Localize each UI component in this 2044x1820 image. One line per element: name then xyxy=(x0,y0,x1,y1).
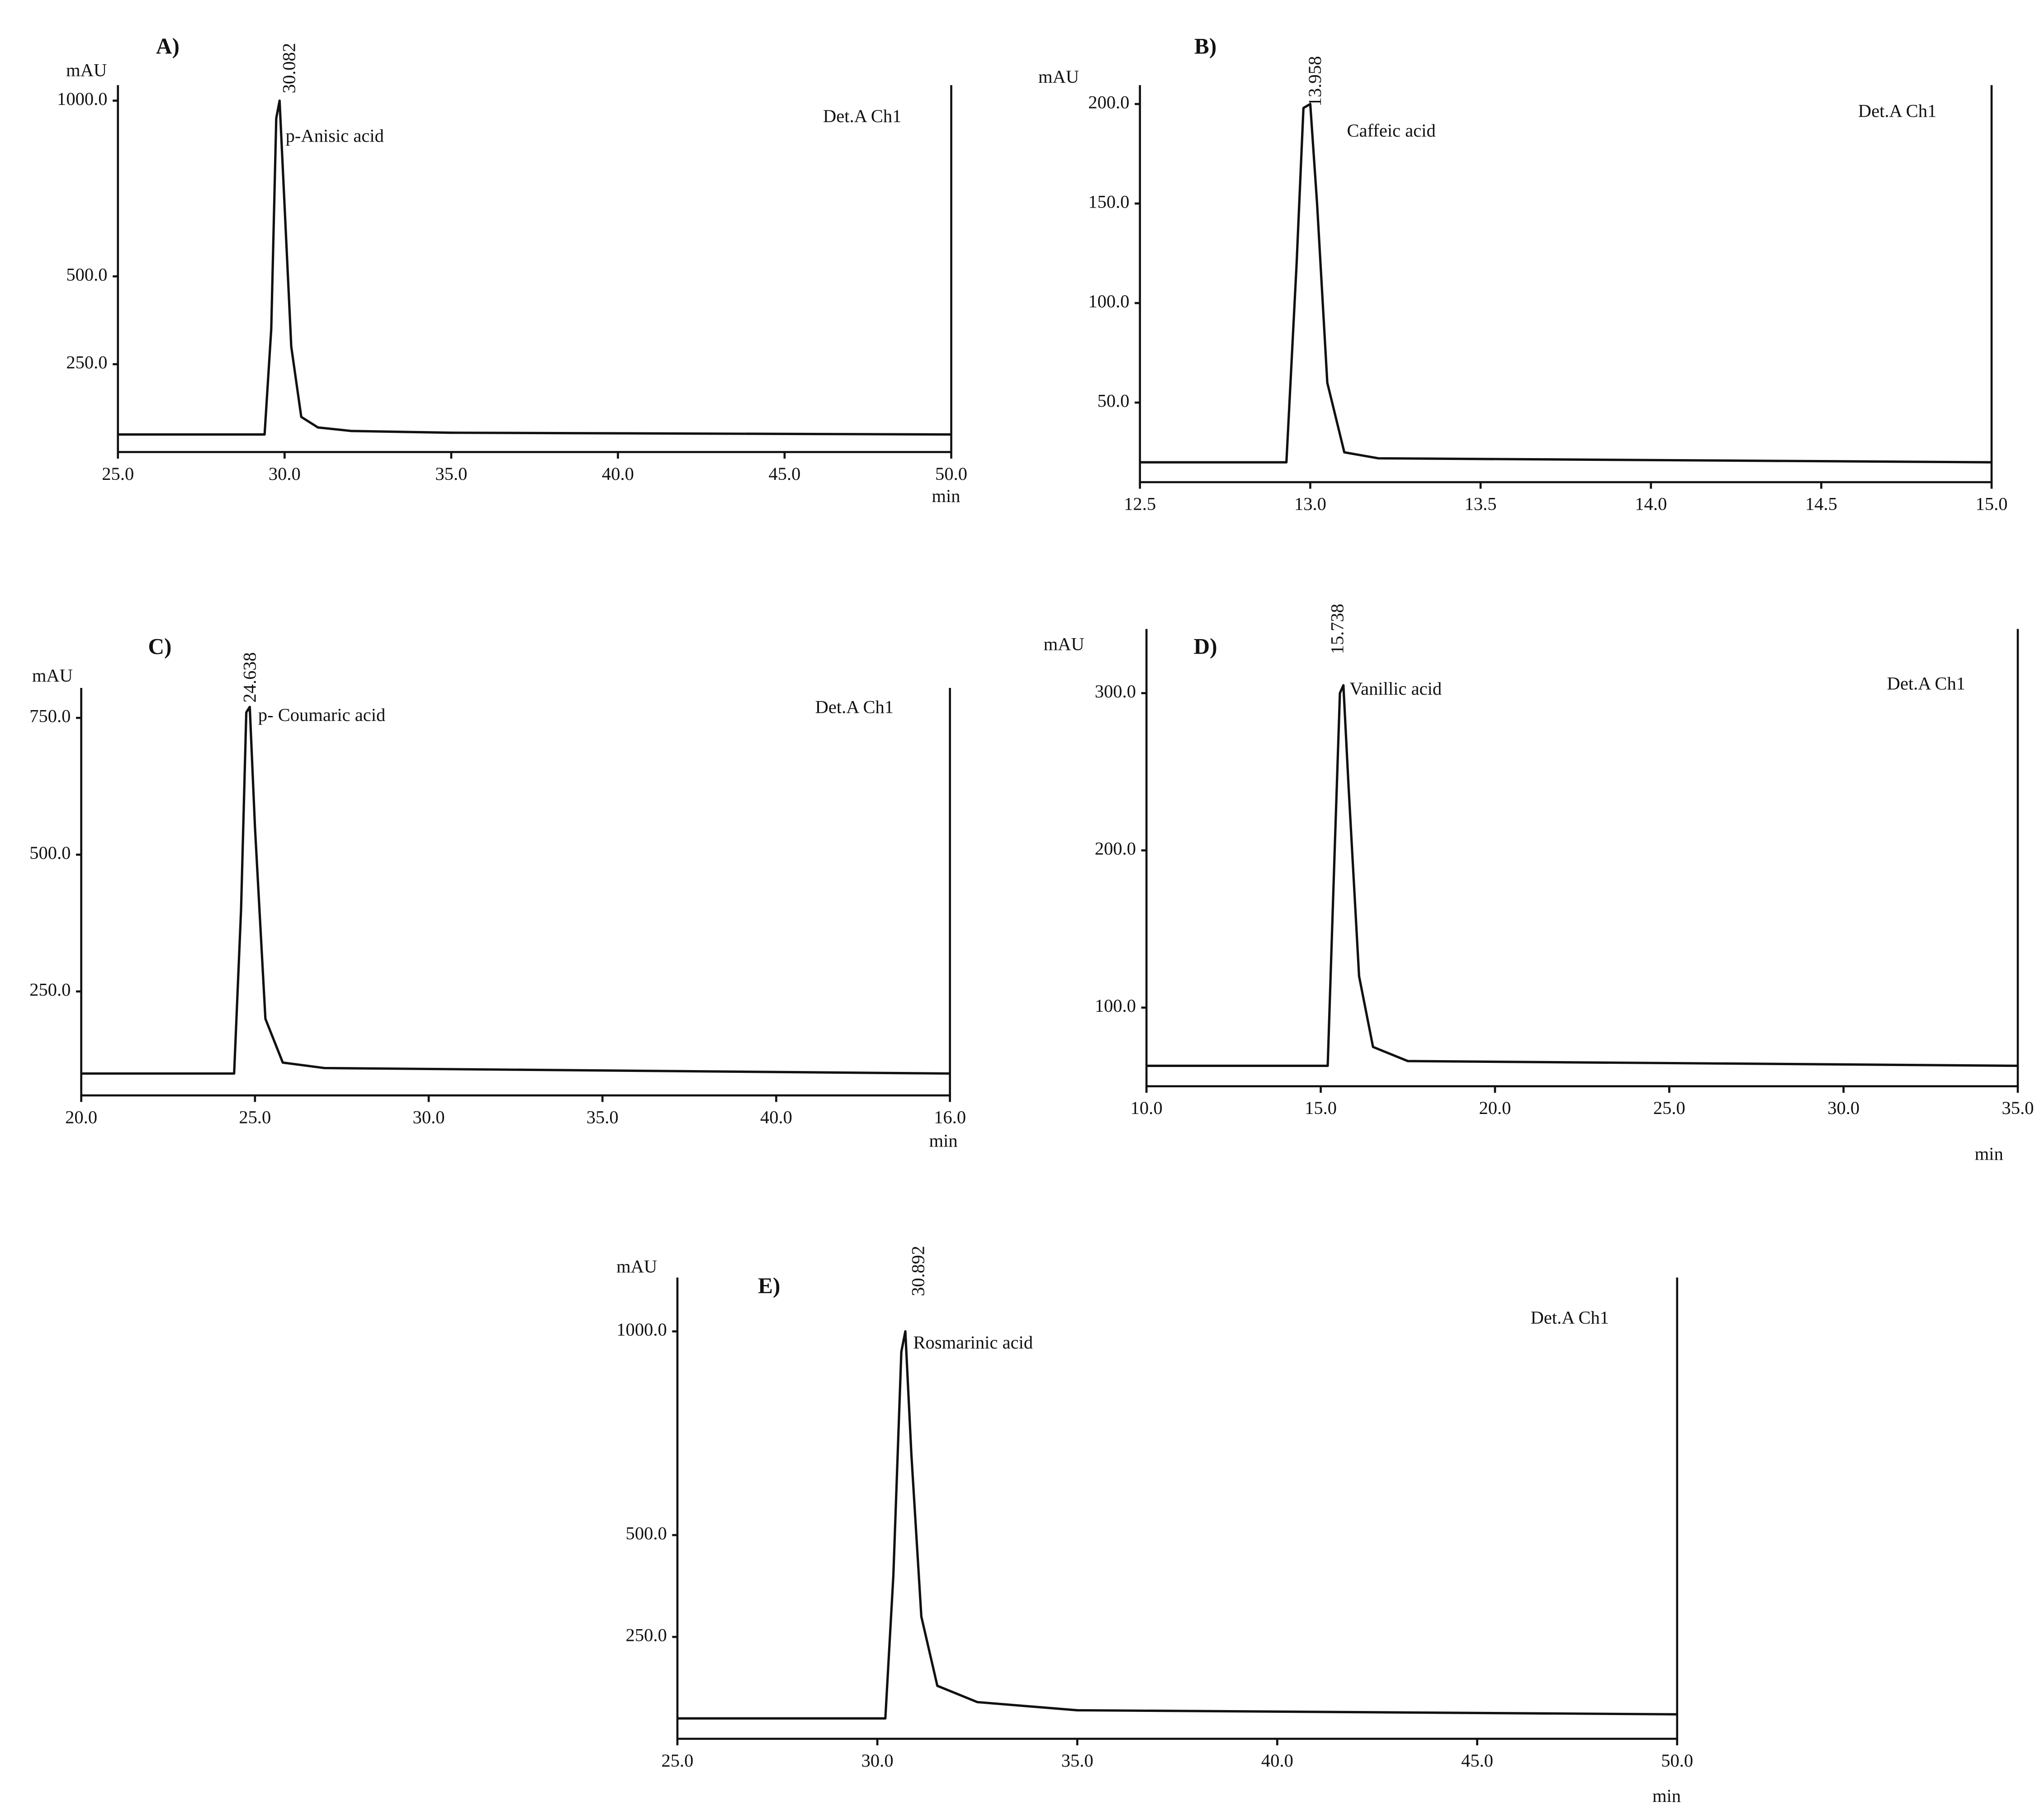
panel-title: E) xyxy=(758,1273,780,1298)
peak-label: 13.958 xyxy=(1305,56,1325,107)
y-tick-label: 500.0 xyxy=(66,264,107,284)
y-tick-label: 100.0 xyxy=(1095,995,1136,1016)
peak-label: 24.638 xyxy=(240,652,260,703)
y-tick-label: 250.0 xyxy=(66,352,107,373)
x-tick-label: 35.0 xyxy=(2002,1098,2034,1118)
x-tick-label: 40.0 xyxy=(602,464,634,484)
x-tick-label: 10.0 xyxy=(1131,1098,1163,1118)
peak-label: 30.082 xyxy=(279,43,299,94)
x-tick-label: 16.0 xyxy=(934,1107,966,1127)
y-tick-label: 750.0 xyxy=(29,706,71,726)
chromatogram-trace xyxy=(1140,103,1992,464)
compound-label: p-Anisic acid xyxy=(286,126,384,146)
chromatogram-trace xyxy=(81,706,950,1075)
x-tick-label: 15.0 xyxy=(1976,494,2008,514)
axis-frame xyxy=(1145,629,2019,1087)
y-axis-label: mAU xyxy=(1038,66,1079,87)
detector-label: Det.A Ch1 xyxy=(815,697,894,717)
compound-label: Vanillic acid xyxy=(1349,678,1442,699)
peak-label: 15.738 xyxy=(1327,604,1347,654)
detector-label: Det.A Ch1 xyxy=(1858,100,1936,121)
x-tick-label: 14.0 xyxy=(1635,494,1667,514)
x-axis-label: min xyxy=(1975,1144,2003,1164)
compound-label: p- Coumaric acid xyxy=(258,705,386,725)
y-tick-label: 500.0 xyxy=(626,1523,667,1543)
y-tick-label: 500.0 xyxy=(29,843,71,863)
panel-title: B) xyxy=(1194,33,1216,58)
x-tick-label: 25.0 xyxy=(661,1750,693,1771)
y-tick-label: 150.0 xyxy=(1088,191,1129,212)
x-tick-label: 30.0 xyxy=(861,1750,894,1771)
y-axis-label: mAU xyxy=(66,60,107,81)
x-tick-label: 30.0 xyxy=(413,1107,445,1127)
x-tick-label: 45.0 xyxy=(768,464,800,484)
axis-frame xyxy=(676,1277,1679,1740)
chromatogram-trace xyxy=(677,1330,1677,1720)
y-tick-label: 1000.0 xyxy=(57,89,108,109)
detector-label: Det.A Ch1 xyxy=(1531,1308,1609,1328)
axis-frame xyxy=(80,687,951,1097)
x-tick-label: 13.0 xyxy=(1294,494,1326,514)
x-tick-label: 35.0 xyxy=(1061,1750,1093,1771)
x-tick-label: 35.0 xyxy=(435,464,467,484)
x-tick-label: 50.0 xyxy=(1661,1750,1693,1771)
x-axis-label: min xyxy=(932,486,960,506)
y-axis-label: mAU xyxy=(1044,634,1084,654)
y-tick-label: 200.0 xyxy=(1088,92,1129,112)
compound-label: Caffeic acid xyxy=(1347,120,1436,141)
detector-label: Det.A Ch1 xyxy=(823,106,901,126)
y-tick-label: 100.0 xyxy=(1088,291,1129,311)
y-tick-label: 300.0 xyxy=(1095,681,1136,701)
panel-title: A) xyxy=(156,33,180,58)
y-tick-label: 250.0 xyxy=(29,979,71,1000)
y-tick-label: 250.0 xyxy=(626,1625,667,1645)
y-tick-label: 200.0 xyxy=(1095,838,1136,858)
panel-title: D) xyxy=(1194,634,1217,659)
x-tick-label: 20.0 xyxy=(1479,1098,1511,1118)
x-tick-label: 25.0 xyxy=(102,464,134,484)
x-tick-label: 40.0 xyxy=(1261,1750,1293,1771)
x-tick-label: 50.0 xyxy=(935,464,967,484)
chromatogram-trace xyxy=(118,99,951,436)
x-tick-label: 35.0 xyxy=(587,1107,619,1127)
x-tick-label: 13.5 xyxy=(1465,494,1497,514)
x-axis-label: min xyxy=(929,1131,958,1151)
x-tick-label: 30.0 xyxy=(269,464,301,484)
y-tick-label: 1000.0 xyxy=(616,1319,667,1340)
compound-label: Rosmarinic acid xyxy=(913,1332,1033,1353)
x-tick-label: 14.5 xyxy=(1805,494,1837,514)
chromatogram-trace xyxy=(1146,684,2018,1067)
x-tick-label: 25.0 xyxy=(239,1107,271,1127)
axis-frame xyxy=(1139,85,1993,483)
x-tick-label: 25.0 xyxy=(1653,1098,1685,1118)
x-tick-label: 12.5 xyxy=(1124,494,1156,514)
x-tick-label: 15.0 xyxy=(1305,1098,1337,1118)
x-tick-label: 45.0 xyxy=(1461,1750,1493,1771)
x-tick-label: 30.0 xyxy=(1827,1098,1859,1118)
x-axis-label: min xyxy=(1652,1786,1681,1806)
panel-title: C) xyxy=(148,634,172,659)
x-tick-label: 20.0 xyxy=(65,1107,97,1127)
axis-frame xyxy=(117,85,952,453)
y-axis-label: mAU xyxy=(32,665,73,686)
x-tick-label: 40.0 xyxy=(760,1107,792,1127)
detector-label: Det.A Ch1 xyxy=(1887,673,1965,693)
y-axis-label: mAU xyxy=(616,1256,657,1277)
y-tick-label: 50.0 xyxy=(1098,390,1130,411)
peak-label: 30.892 xyxy=(908,1246,928,1296)
